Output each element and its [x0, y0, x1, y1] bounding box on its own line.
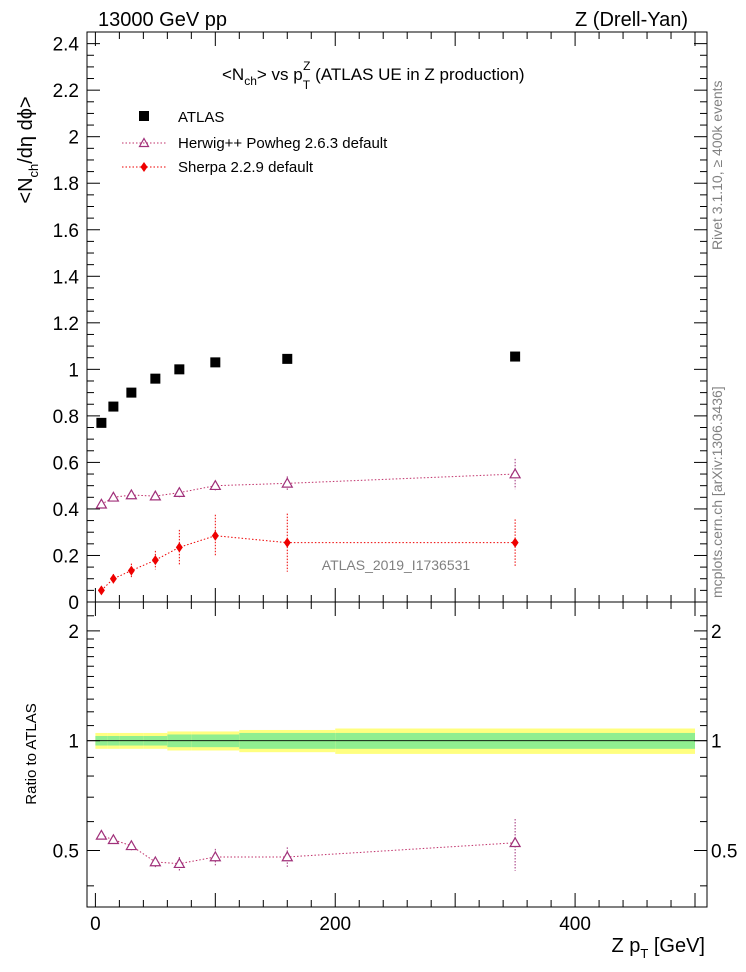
x-tick-label: 0	[90, 914, 101, 935]
herwig-point	[509, 467, 522, 479]
herwig-ratio-point	[281, 850, 294, 862]
ratio-y-tick-label: 2	[68, 622, 79, 643]
herwig-point	[209, 479, 222, 491]
legend: ATLAS Herwig++ Powheg 2.6.3 default Sher…	[122, 109, 388, 176]
atlas-point	[210, 357, 221, 368]
main-y-tick-label: 2	[68, 128, 79, 149]
main-y-tick-label: 0.2	[53, 546, 79, 567]
x-tick-label: 200	[319, 914, 351, 935]
atlas-point	[108, 401, 119, 412]
herwig-ratio-point	[509, 836, 522, 848]
sherpa-point	[151, 555, 159, 566]
sherpa-point	[97, 585, 105, 596]
sherpa-point	[511, 537, 519, 548]
main-y-tick-label: 1.8	[53, 174, 79, 195]
plot-title: <Nch> vs pTZ (ATLAS UE in Z production)	[222, 59, 525, 92]
analysis-watermark: ATLAS_2019_I1736531	[322, 557, 471, 573]
x-axis-label: Z pT [GeV]	[611, 935, 705, 961]
herwig-ratio-point	[95, 829, 108, 840]
main-y-tick-label: 1.6	[53, 221, 79, 242]
herwig-point	[95, 498, 108, 509]
legend-sherpa-marker	[140, 162, 148, 172]
data-points	[95, 351, 522, 871]
herwig-point	[149, 489, 162, 501]
sherpa-point	[127, 565, 135, 576]
legend-sherpa-label: Sherpa 2.2.9 default	[178, 159, 314, 176]
herwig-line	[101, 473, 516, 505]
legend-herwig-label: Herwig++ Powheg 2.6.3 default	[178, 135, 388, 152]
mcplots-label: mcplots.cern.ch [arXiv:1306.3436]	[709, 386, 725, 598]
header-left: 13000 GeV pp	[98, 9, 227, 31]
main-y-tick-label: 2.4	[53, 35, 80, 56]
atlas-point	[150, 373, 161, 384]
legend-herwig-marker	[138, 137, 150, 148]
legend-atlas-label: ATLAS	[178, 109, 224, 126]
sherpa-point	[211, 530, 219, 541]
main-y-tick-label: 0.8	[53, 407, 79, 428]
x-tick-label: 400	[559, 914, 591, 935]
herwig-ratio-point	[107, 833, 120, 845]
legend-atlas-marker	[139, 111, 149, 121]
atlas-point	[282, 353, 293, 364]
atlas-point	[96, 417, 107, 428]
ratio-y-tick-label: 1	[68, 732, 79, 753]
herwig-ratio-point	[149, 855, 162, 867]
ratio-y-tick-label-right: 2	[711, 622, 722, 643]
main-y-tick-label: 1	[68, 360, 79, 381]
main-y-tick-label: 0	[68, 593, 79, 614]
herwig-ratio-point	[173, 857, 186, 869]
ratio-y-tick-label: 0.5	[53, 841, 79, 862]
main-y-tick-label: 0.6	[53, 453, 79, 474]
herwig-point	[281, 477, 294, 488]
rivet-version-label: Rivet 3.1.10, ≥ 400k events	[709, 80, 725, 250]
main-y-tick-label: 1.2	[53, 314, 79, 335]
herwig-ratio-point	[125, 839, 138, 851]
sherpa-point	[109, 573, 117, 584]
main-y-tick-label: 2.2	[53, 81, 79, 102]
herwig-ratio-line	[101, 834, 516, 865]
ratio-y-tick-label-right: 0.5	[711, 841, 737, 862]
herwig-ratio-point	[209, 850, 222, 862]
ratio-y-tick-label-right: 1	[711, 732, 722, 753]
main-y-tick-label: 0.4	[53, 500, 80, 521]
atlas-point	[174, 364, 185, 375]
atlas-point	[126, 387, 137, 398]
atlas-point	[510, 351, 521, 362]
herwig-point	[173, 486, 186, 498]
sherpa-point	[175, 542, 183, 553]
axes: 0 0.2 0.4 0.6 0.8 1 1.2 1.4 1.6 1.8 2 2.2 2.4 0.5 0.5 1…	[53, 31, 737, 935]
main-y-axis-label: <Nch/dη dϕ>	[15, 96, 41, 203]
ratio-uncertainty-bands	[87, 728, 707, 754]
sherpa-point	[283, 537, 291, 548]
ratio-y-axis-label: Ratio to ATLAS	[23, 703, 40, 804]
ratio-plot-frame	[86, 601, 708, 908]
herwig-point	[107, 491, 120, 502]
main-y-tick-label: 1.4	[53, 267, 80, 288]
header-right: Z (Drell-Yan)	[575, 9, 688, 31]
herwig-point	[125, 488, 138, 500]
